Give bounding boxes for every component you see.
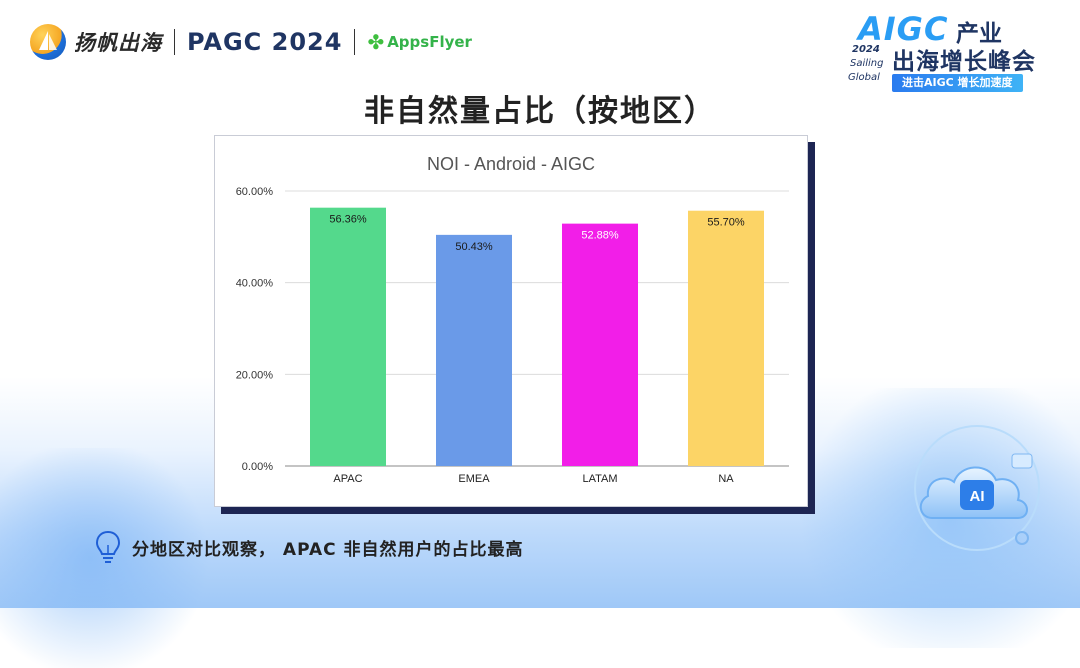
y-tick-label: 60.00% (236, 186, 274, 198)
appsflyer-logo: ✤ AppsFlyer (367, 30, 472, 54)
pagc-logo: PAGC 2024 (187, 28, 343, 56)
bar-apac[interactable] (310, 207, 386, 466)
y-tick-label: 20.00% (236, 369, 274, 381)
badge-tagline: 进击AIGC 增长加速度 (892, 74, 1023, 92)
badge-global: Global (848, 72, 880, 83)
svg-text:AI: AI (970, 488, 985, 505)
logo-divider (354, 29, 356, 55)
sail-logo-icon (30, 24, 66, 60)
summit-badge: AIGC 产业 2024 Sailing Global 出海增长峰会 进击AIG… (848, 10, 1060, 94)
badge-year: 2024 (852, 44, 880, 55)
badge-summit: 出海增长峰会 (892, 49, 1036, 75)
aigc-wordmark: AIGC (858, 10, 949, 48)
x-tick-label: APAC (333, 473, 362, 485)
ai-cloud-illustration: AI (914, 425, 1040, 551)
bar-value-label: 56.36% (329, 214, 367, 226)
y-tick-label: 40.00% (236, 278, 274, 290)
bar-na[interactable] (688, 210, 764, 466)
appsflyer-icon: ✤ (367, 30, 385, 54)
x-tick-label: LATAM (582, 473, 617, 485)
lightbulb-icon (95, 530, 121, 563)
bar-emea[interactable] (436, 234, 512, 466)
appsflyer-name: AppsFlyer (387, 33, 472, 51)
bar-latam[interactable] (562, 223, 638, 466)
badge-industry: 产业 (956, 21, 1002, 47)
chart-card: NOI - Android - AIGC 0.00% 20.00% 40.00% 60… (214, 135, 808, 507)
x-tick-label: NA (718, 473, 734, 485)
insight-text: 分地区对比观察， APAC 非自然用户的占比最高 (132, 539, 524, 560)
x-tick-label: EMEA (458, 473, 490, 485)
bar-value-label: 50.43% (455, 241, 493, 253)
y-tick-label: 0.00% (242, 461, 273, 473)
bar-value-label: 55.70% (707, 217, 745, 229)
chart-title: NOI - Android - AIGC (427, 154, 595, 174)
badge-sailing: Sailing (850, 58, 884, 69)
bar-value-label: 52.88% (581, 230, 619, 242)
bar-chart: NOI - Android - AIGC 0.00% 20.00% 40.00% 60… (236, 154, 789, 485)
insight-row: 分地区对比观察， APAC 非自然用户的占比最高 (94, 527, 524, 567)
brand-name: 扬帆出海 (74, 31, 162, 55)
header-logos: 扬帆出海 PAGC 2024 ✤ AppsFlyer (30, 22, 472, 62)
slide-title: 非自然量占比（按地区） (364, 94, 716, 129)
logo-divider (174, 29, 175, 55)
